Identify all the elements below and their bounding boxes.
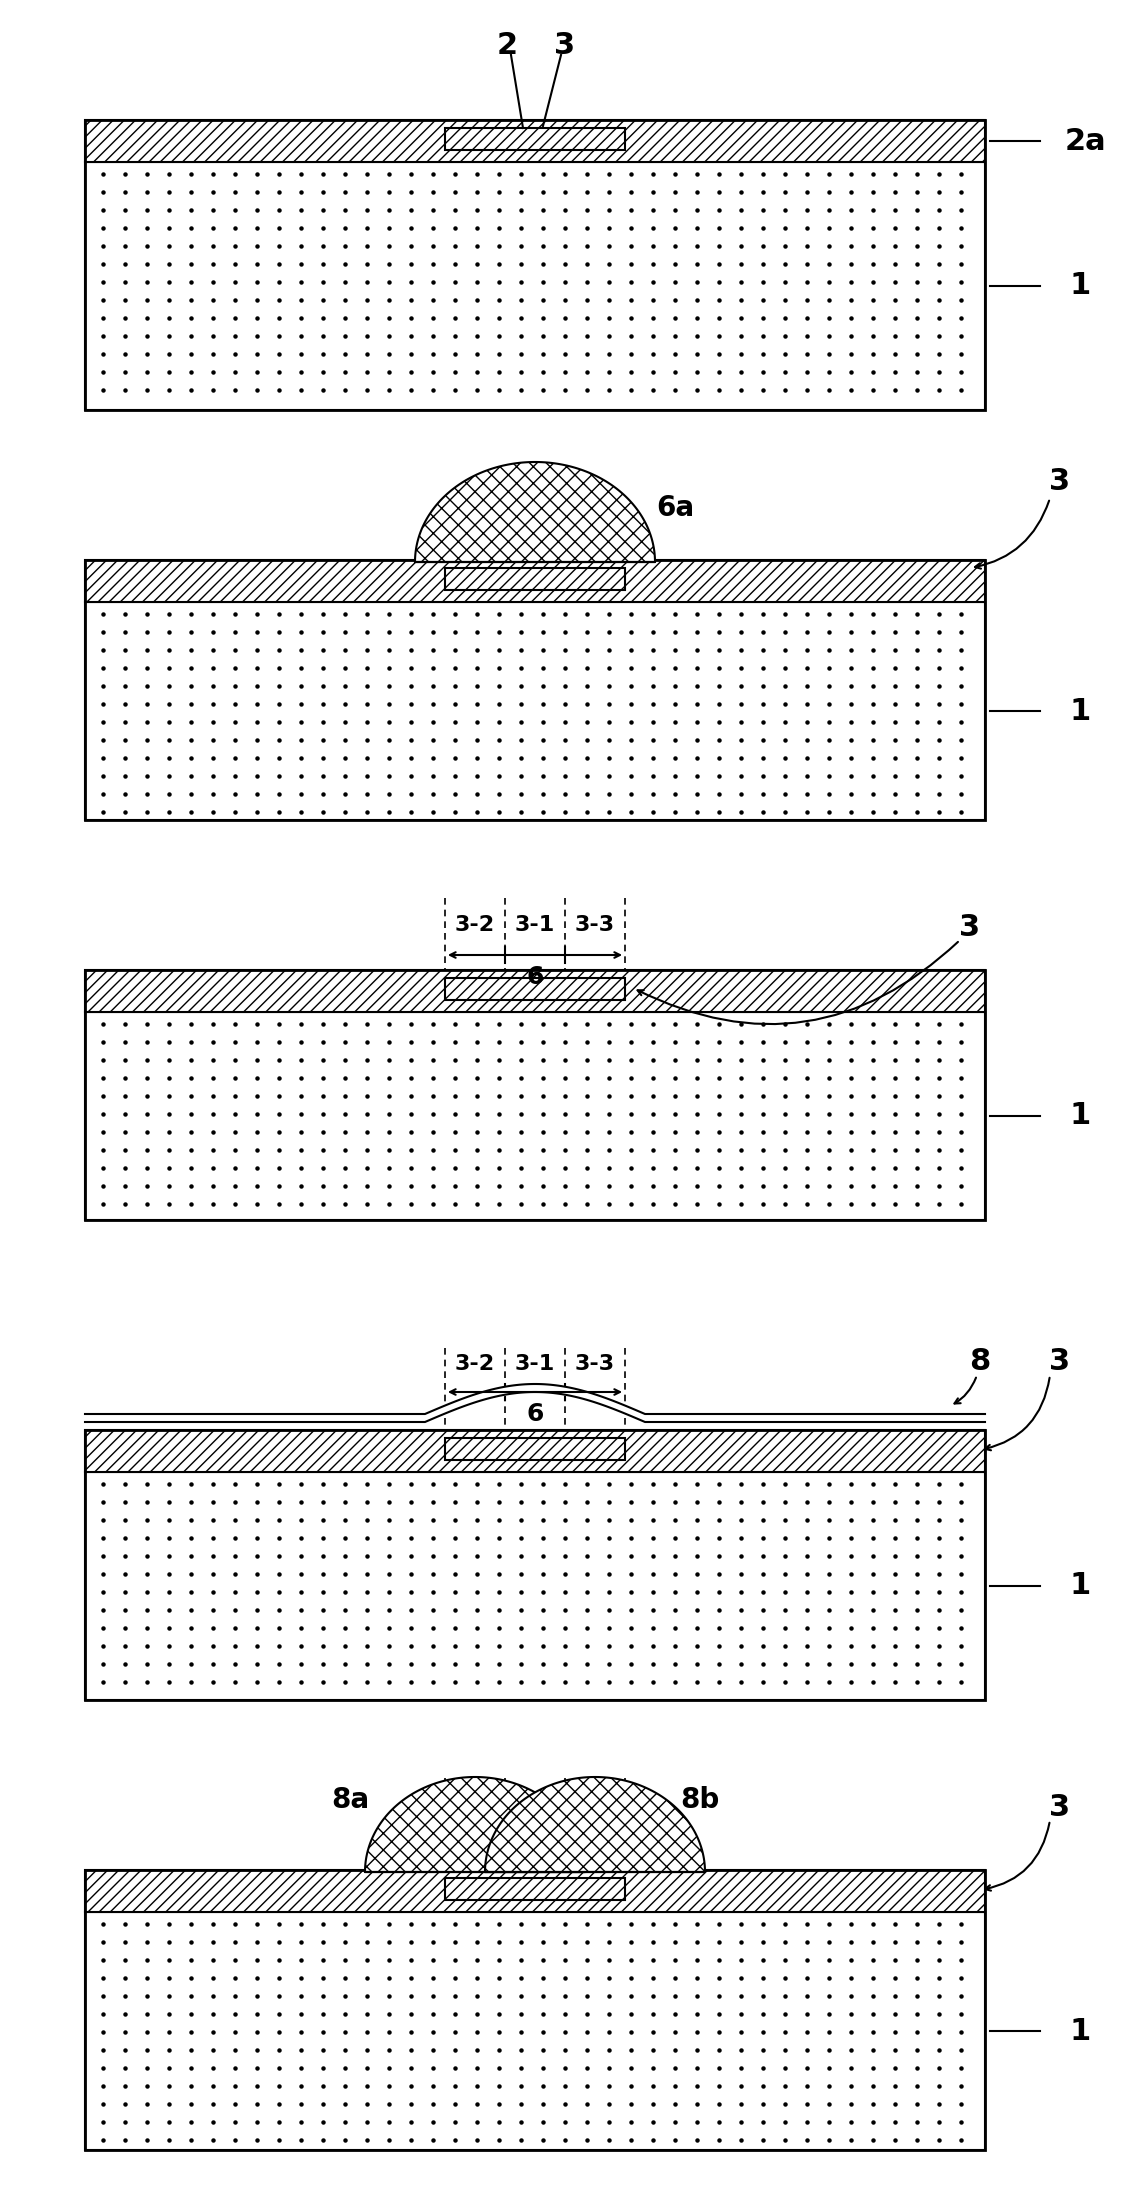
- Polygon shape: [415, 463, 655, 561]
- Text: 8: 8: [969, 1348, 991, 1377]
- Text: 3-1: 3-1: [515, 914, 555, 936]
- Text: 3-1: 3-1: [515, 1791, 555, 1811]
- Bar: [84, 1473, 985, 1701]
- Text: 3-2: 3-2: [455, 1355, 495, 1374]
- Polygon shape: [365, 1778, 586, 1872]
- Text: 1: 1: [1070, 2017, 1091, 2045]
- Text: 2: 2: [497, 31, 518, 59]
- Text: 1: 1: [1070, 1572, 1091, 1600]
- Bar: [84, 162, 985, 410]
- Text: 3: 3: [554, 31, 575, 59]
- Text: 3-2: 3-2: [455, 914, 495, 936]
- Bar: [84, 559, 985, 603]
- Bar: [84, 1013, 985, 1221]
- Bar: [84, 559, 985, 820]
- Text: 3: 3: [959, 914, 981, 943]
- Text: 3-3: 3-3: [575, 914, 615, 936]
- Text: 1: 1: [1070, 1103, 1091, 1131]
- Bar: [84, 1870, 985, 2150]
- Bar: [84, 1911, 985, 2150]
- Bar: [84, 1870, 985, 1911]
- Text: 3-2: 3-2: [455, 1791, 495, 1811]
- Text: 6a: 6a: [656, 493, 694, 522]
- Bar: [445, 127, 625, 149]
- Bar: [84, 971, 985, 1013]
- Text: 3-3: 3-3: [575, 1355, 615, 1374]
- Bar: [445, 1438, 625, 1460]
- Bar: [445, 1879, 625, 1900]
- Text: 3: 3: [1049, 1348, 1071, 1377]
- Text: 3-3: 3-3: [575, 1791, 615, 1811]
- Bar: [445, 568, 625, 590]
- Text: 1: 1: [1070, 697, 1091, 726]
- Text: 8a: 8a: [331, 1786, 369, 1815]
- Text: 3-1: 3-1: [515, 1355, 555, 1374]
- Bar: [84, 1429, 985, 1473]
- Polygon shape: [485, 1778, 705, 1872]
- Text: 3: 3: [1049, 1793, 1071, 1822]
- Text: 2a: 2a: [1064, 127, 1106, 156]
- Bar: [84, 121, 985, 162]
- Bar: [84, 603, 985, 820]
- Text: 6: 6: [526, 1403, 544, 1427]
- Text: 6: 6: [526, 964, 544, 989]
- Text: 6: 6: [526, 1839, 544, 1863]
- Bar: [445, 978, 625, 1000]
- Bar: [84, 121, 985, 410]
- Bar: [84, 971, 985, 1221]
- Bar: [84, 1429, 985, 1701]
- Text: 8b: 8b: [680, 1786, 720, 1815]
- Text: 3: 3: [1049, 467, 1071, 498]
- Text: 1: 1: [1070, 272, 1091, 300]
